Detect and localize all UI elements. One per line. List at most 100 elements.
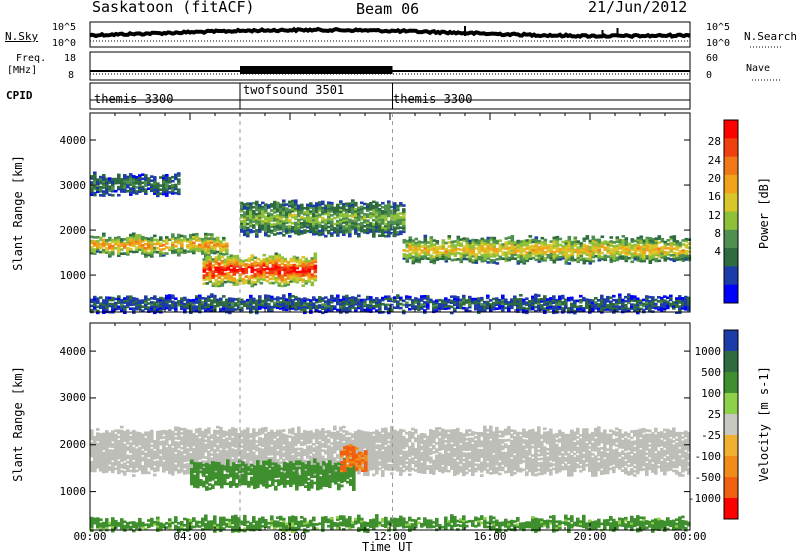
- heatmap-cell: [687, 304, 691, 308]
- heatmap-cell: [519, 308, 523, 311]
- heatmap-cell: [177, 302, 181, 305]
- heatmap-cell: [318, 221, 322, 225]
- heatmap-cell: [342, 225, 346, 228]
- heatmap-cell: [165, 240, 169, 243]
- heatmap-cell: [294, 308, 298, 311]
- heatmap-cell: [141, 305, 145, 308]
- heatmap-cell: [165, 459, 169, 463]
- heatmap-cell: [90, 465, 94, 468]
- heatmap-cell: [244, 279, 249, 282]
- heatmap-cell: [264, 439, 268, 443]
- heatmap-cell: [159, 296, 163, 300]
- heatmap-cell: [186, 463, 190, 466]
- heatmap-cell: [117, 465, 121, 468]
- heatmap-cell: [423, 238, 428, 242]
- heatmap-cell: [516, 249, 521, 253]
- heatmap-cell: [168, 454, 172, 458]
- heatmap-cell: [223, 260, 228, 264]
- heatmap-cell: [339, 230, 343, 234]
- heatmap-cell: [268, 257, 273, 261]
- heatmap-cell: [204, 443, 208, 447]
- heatmap-cell: [267, 224, 271, 227]
- heatmap-cell: [609, 308, 613, 312]
- heatmap-cell: [120, 446, 124, 450]
- heatmap-cell: [441, 305, 445, 308]
- heatmap-cell: [597, 250, 602, 254]
- heatmap-cell: [270, 448, 274, 452]
- heatmap-cell: [192, 307, 196, 310]
- heatmap-cell: [312, 226, 316, 230]
- heatmap-cell: [177, 449, 181, 453]
- heatmap-cell: [261, 454, 265, 458]
- heatmap-cell: [96, 236, 100, 239]
- heatmap-cell: [282, 306, 286, 309]
- heatmap-cell: [681, 299, 685, 302]
- heatmap-cell: [675, 242, 680, 245]
- heatmap-cell: [339, 301, 343, 304]
- heatmap-cell: [304, 265, 309, 269]
- heatmap-cell: [237, 301, 241, 305]
- heatmap-cell: [510, 235, 515, 238]
- heatmap-cell: [273, 204, 277, 208]
- heatmap-cell: [313, 252, 318, 256]
- heatmap-cell: [150, 301, 154, 304]
- heatmap-cell: [228, 448, 232, 451]
- heatmap-cell: [552, 236, 557, 240]
- heatmap-cell: [633, 253, 638, 257]
- heatmap-cell: [132, 183, 136, 186]
- heatmap-cell: [480, 245, 485, 249]
- heatmap-cell: [498, 304, 502, 308]
- heatmap-cell: [198, 442, 202, 446]
- heatmap-cell: [426, 295, 430, 298]
- heatmap-cell: [609, 300, 613, 304]
- heatmap-cell: [252, 447, 256, 450]
- heatmap-cell: [684, 237, 689, 241]
- heatmap-cell: [246, 222, 250, 226]
- heatmap-cell: [537, 302, 541, 305]
- heatmap-cell: [513, 257, 518, 260]
- heatmap-cell: [498, 245, 503, 248]
- heatmap-cell: [126, 454, 130, 458]
- heatmap-cell: [108, 468, 112, 471]
- heatmap-cell: [387, 222, 391, 226]
- heatmap-cell: [195, 299, 199, 302]
- heatmap-cell: [231, 297, 235, 301]
- heatmap-cell: [258, 216, 262, 219]
- heatmap-cell: [357, 210, 361, 214]
- heatmap-cell: [297, 206, 301, 210]
- heatmap-cell: [576, 254, 581, 257]
- heatmap-cell: [177, 445, 181, 449]
- heatmap-cell: [600, 257, 605, 261]
- heatmap-cell: [177, 458, 181, 462]
- heatmap-cell: [639, 301, 643, 305]
- heatmap-cell: [324, 302, 328, 305]
- heatmap-cell: [189, 457, 193, 460]
- heatmap-cell: [630, 299, 634, 302]
- freq-panel-frame: [89, 51, 691, 81]
- heatmap-cell: [381, 220, 385, 223]
- heatmap-cell: [162, 442, 166, 446]
- heatmap-cell: [132, 301, 136, 304]
- heatmap-cell: [357, 234, 361, 238]
- heatmap-cell: [99, 179, 103, 183]
- heatmap-cell: [183, 436, 187, 439]
- heatmap-cell: [282, 458, 286, 462]
- heatmap-cell: [282, 225, 286, 229]
- heatmap-cell: [612, 257, 617, 260]
- heatmap-cell: [261, 444, 265, 447]
- heatmap-cell: [274, 278, 279, 282]
- heatmap-cell: [256, 263, 261, 267]
- heatmap-cell: [573, 238, 578, 242]
- heatmap-cell: [483, 251, 488, 254]
- heatmap-cell: [555, 307, 559, 310]
- heatmap-cell: [132, 455, 136, 458]
- heatmap-cell: [252, 432, 256, 436]
- heatmap-cell: [235, 283, 240, 286]
- heatmap-cell: [283, 282, 288, 285]
- heatmap-cell: [90, 429, 94, 433]
- heatmap-cell: [429, 244, 434, 247]
- heatmap-cell: [150, 240, 154, 244]
- heatmap-cell: [138, 303, 142, 307]
- heatmap-cell: [279, 301, 283, 304]
- heatmap-cell: [123, 456, 127, 459]
